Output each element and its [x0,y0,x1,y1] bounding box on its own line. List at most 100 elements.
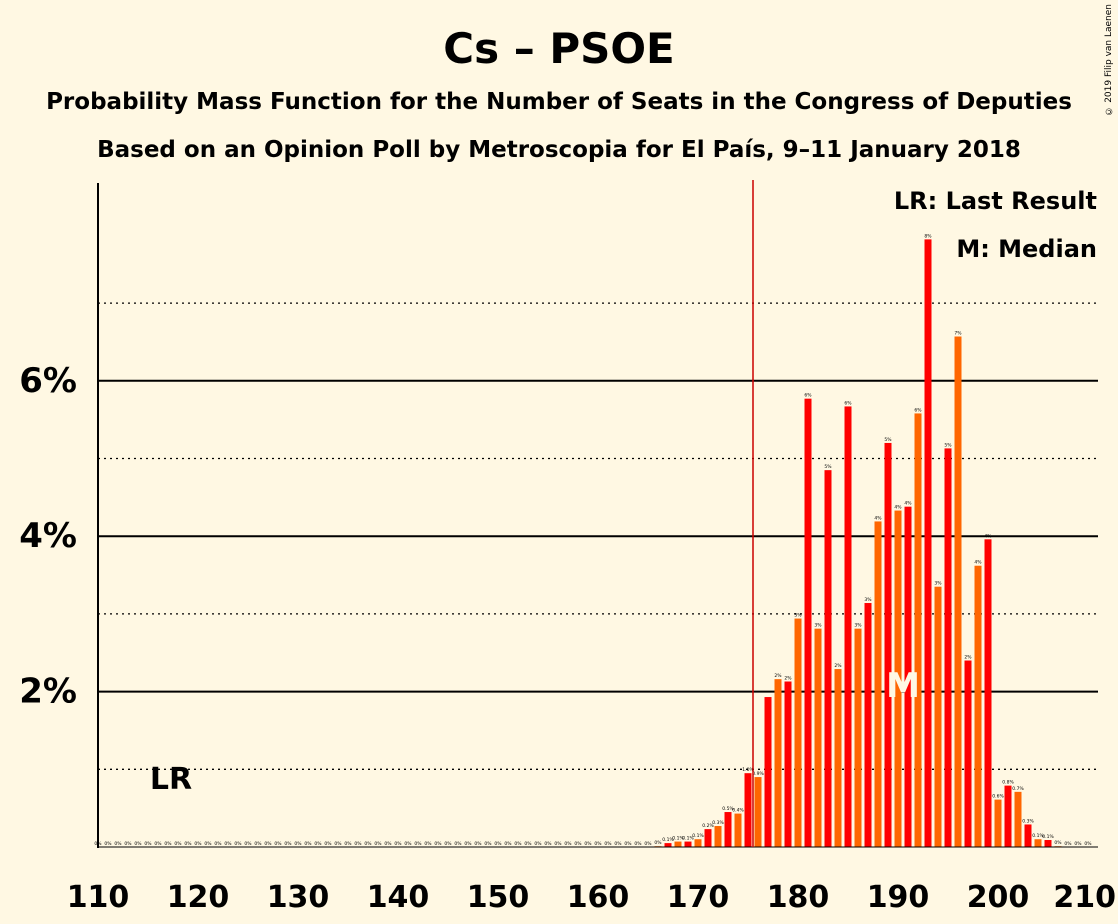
bar-label-seat-157: 0% [564,841,572,847]
bar-label-seat-169: 0.1% [682,836,694,842]
bar-label-seat-142: 0% [414,841,422,847]
bar-label-seat-137: 0% [364,841,372,847]
bar-label-seat-179: 2% [784,675,792,681]
bar-seat-183 [824,470,832,847]
last-result-marker: LR [150,762,192,797]
bar-seat-190 [894,510,902,847]
bar-label-seat-199: 4% [984,533,992,539]
bar-label-seat-191: 4% [904,501,912,507]
bar-label-seat-189: 5% [884,437,892,443]
bar-label-seat-112: 0% [114,841,122,847]
bar-label-seat-201: 0.8% [1002,780,1014,786]
bar-seat-193 [924,239,932,848]
bar-label-seat-171: 0.2% [702,823,714,829]
bar-label-seat-206: 0% [1054,840,1062,846]
bar-label-seat-176: 0.9% [752,771,764,777]
bars [654,239,1062,848]
bar-label-seat-172: 0.3% [712,820,724,826]
bar-label-seat-125: 0% [244,841,252,847]
bar-label-seat-187: 3% [864,597,872,603]
bar-label-seat-204: 0.1% [1032,833,1044,839]
bar-seat-170 [694,839,702,847]
x-tick-label: 180 [767,880,830,915]
bar-seat-172 [714,826,722,847]
x-tick-label: 110 [67,880,130,915]
bar-label-seat-194: 3% [934,581,942,587]
bar-seat-201 [1004,785,1012,847]
bar-label-seat-154: 0% [534,841,542,847]
bar-label-seat-185: 6% [844,400,852,406]
bar-labels: 0% 0% 0% 0% 0% 0% 0% 0% 0% 0% 0% 0% 0% 0% 0% 0% 0% 0% 0% 0%… [94,233,1092,847]
bar-label-seat-135: 0% [344,841,352,847]
bar-label-seat-111: 0% [104,841,112,847]
bar-label-seat-164: 0% [634,841,642,847]
bar-label-seat-114: 0% [134,841,142,847]
bar-seat-177 [764,697,772,847]
bar-seat-171 [704,829,712,847]
bar-label-seat-197: 2% [964,655,972,661]
bar-label-seat-118: 0% [174,841,182,847]
bar-label-seat-138: 0% [374,841,382,847]
bar-label-seat-126: 0% [254,841,262,847]
bar-seat-184 [834,669,842,847]
bar-label-seat-149: 0% [484,841,492,847]
bar-label-seat-144: 0% [434,841,442,847]
chart-title: Cs – PSOE [443,24,675,73]
bar-seat-175 [744,773,752,847]
tick-labels: 110 120 130 140 150 160 170 180 190 200 210 2% 4% 6% [19,361,1116,915]
bar-label-seat-127: 0% [264,841,272,847]
bar-label-seat-165: 0% [644,841,652,847]
bar-label-seat-163: 0% [624,841,632,847]
bar-label-seat-170: 0.1% [692,833,704,839]
bar-label-seat-113: 0% [124,841,132,847]
bar-seat-198 [974,565,982,847]
bar-label-seat-150: 0% [494,841,502,847]
bar-label-seat-128: 0% [274,841,282,847]
bar-seat-192 [914,413,922,847]
bar-label-seat-148: 0% [474,841,482,847]
x-tick-label: 200 [967,880,1030,915]
bar-label-seat-132: 0% [314,841,322,847]
bar-seat-191 [904,506,912,847]
bar-seat-197 [964,660,972,847]
bar-label-seat-136: 0% [354,841,362,847]
bar-label-seat-120: 0% [194,841,202,847]
bar-seat-205 [1044,840,1052,847]
bar-label-seat-180: 3% [794,613,802,619]
bar-label-seat-131: 0% [304,841,312,847]
bar-seat-186 [854,628,862,847]
bar-label-seat-188: 4% [874,515,882,521]
chart-subtitle: Probability Mass Function for the Number… [46,89,1072,115]
bar-seat-168 [674,841,682,847]
bar-label-seat-121: 0% [204,841,212,847]
bar-seat-182 [814,628,822,847]
bar-label-seat-133: 0% [324,841,332,847]
bar-label-seat-205: 0.1% [1042,834,1054,840]
x-tick-label: 120 [167,880,230,915]
bar-label-seat-143: 0% [424,841,432,847]
bar-label-seat-159: 0% [584,841,592,847]
x-tick-label: 130 [267,880,330,915]
bar-seat-180 [794,618,802,847]
bar-label-seat-175: 1.0% [742,767,754,773]
bar-label-seat-178: 2% [774,673,782,679]
bar-label-seat-181: 6% [804,393,812,399]
bar-label-seat-129: 0% [284,841,292,847]
bar-seat-189 [884,442,892,847]
bar-seat-167 [664,843,672,847]
bar-label-seat-152: 0% [514,841,522,847]
bar-seat-188 [874,521,882,847]
bar-label-seat-195: 5% [944,442,952,448]
bar-seat-202 [1014,791,1022,847]
bar-seat-178 [774,679,782,847]
bar-seat-194 [934,586,942,847]
bar-label-seat-173: 0.5% [722,806,734,812]
bar-label-seat-147: 0% [464,841,472,847]
bar-label-seat-119: 0% [184,841,192,847]
bar-label-seat-184: 2% [834,663,842,669]
markers: M LR [150,180,920,847]
bar-seat-200 [994,799,1002,847]
bar-label-seat-200: 0.6% [992,794,1004,800]
bar-label-seat-162: 0% [614,841,622,847]
